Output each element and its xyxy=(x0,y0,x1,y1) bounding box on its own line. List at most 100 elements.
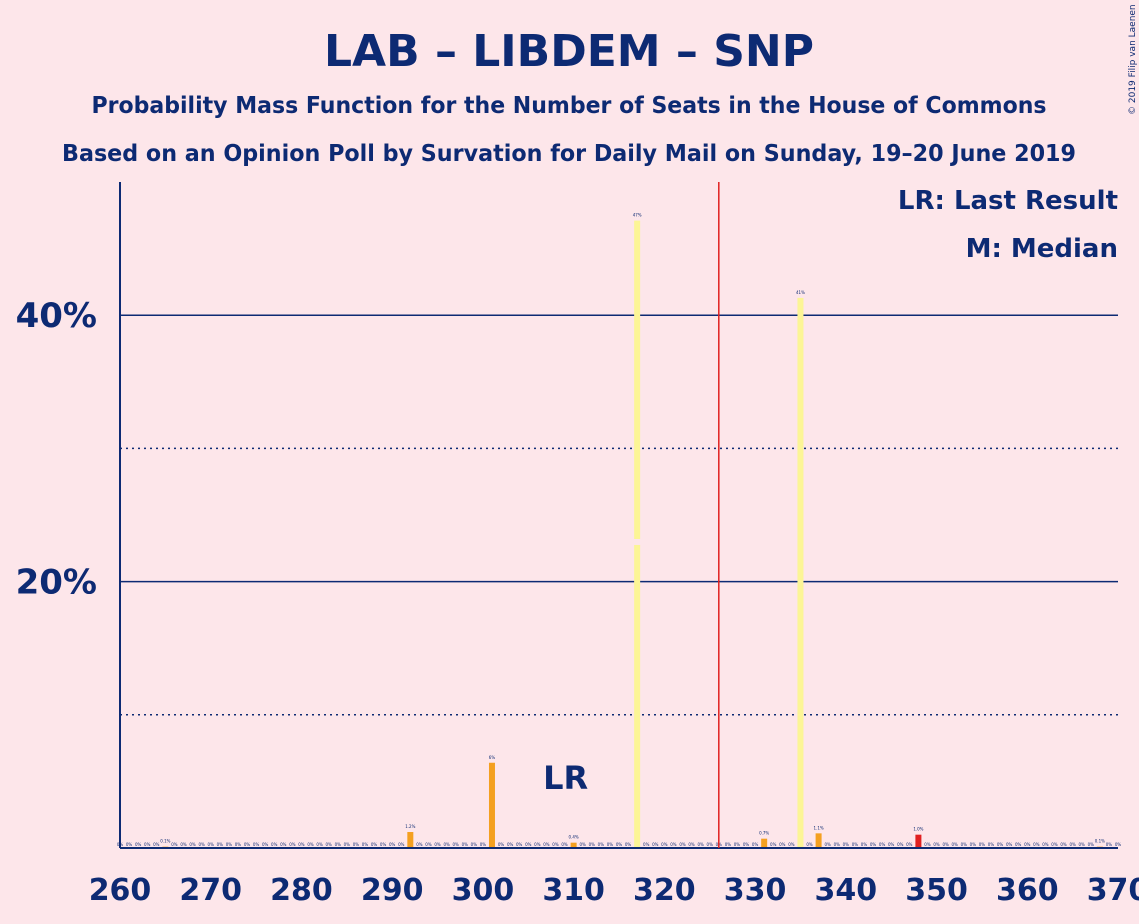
bar-label-seat-300: 0% xyxy=(480,842,487,847)
bar-label-seat-285: 0% xyxy=(344,842,351,847)
y-tick-label-20: 20% xyxy=(16,563,97,603)
bar-label-seat-297: 0% xyxy=(453,842,460,847)
bar-label-seat-270: 0% xyxy=(208,842,215,847)
bar-label-seat-362: 0% xyxy=(1042,842,1049,847)
bar-label-seat-283: 0% xyxy=(325,842,332,847)
bar-label-seat-358: 0% xyxy=(1006,842,1013,847)
x-axis-tick-labels: 260 270 280 290 300 310 320 330 340 350 360 370 xyxy=(89,873,1139,908)
bar-label-seat-298: 0% xyxy=(462,842,469,847)
bar-label-seat-370: 0% xyxy=(1115,842,1122,847)
bar-label-seat-352: 0% xyxy=(952,842,959,847)
bar-label-seat-317: 47% xyxy=(633,213,642,218)
bar-label-seat-345: 0% xyxy=(888,842,895,847)
x-tick-label-360: 360 xyxy=(996,873,1059,908)
bar-label-seat-340: 0% xyxy=(843,842,850,847)
bar-label-seat-369: 0% xyxy=(1106,842,1113,847)
bar-label-seat-286: 0% xyxy=(353,842,360,847)
bar-label-seat-354: 0% xyxy=(970,842,977,847)
bar-label-seat-353: 0% xyxy=(961,842,968,847)
bar-label-seat-359: 0% xyxy=(1015,842,1022,847)
bar-label-seat-364: 0% xyxy=(1060,842,1067,847)
bar-seat-310 xyxy=(570,842,577,848)
bar-label-seat-341: 0% xyxy=(852,842,859,847)
x-tick-label-260: 260 xyxy=(89,873,152,908)
bar-label-seat-323: 0% xyxy=(688,842,695,847)
bar-label-seat-332: 0% xyxy=(770,842,777,847)
bar-label-seat-351: 0% xyxy=(942,842,949,847)
bar-label-seat-261: 0% xyxy=(126,842,133,847)
bar-label-seat-357: 0% xyxy=(997,842,1004,847)
bar-label-seat-336: 0% xyxy=(806,842,813,847)
bar-label-seat-288: 0% xyxy=(371,842,378,847)
legend-last-result: LR: Last Result xyxy=(898,186,1118,216)
bar-label-seat-282: 0% xyxy=(316,842,323,847)
bar-seat-348 xyxy=(915,834,922,848)
bar-label-seat-271: 0% xyxy=(217,842,224,847)
bar-label-seat-267: 0% xyxy=(180,842,187,847)
bar-seat-317 xyxy=(634,220,641,849)
legend-median: M: Median xyxy=(966,234,1118,264)
bar-label-seat-265: 0.1% xyxy=(160,839,170,844)
bar-label-seat-347: 0% xyxy=(906,842,913,847)
bar-seat-331 xyxy=(761,838,768,848)
bar-labels-group: 0%0%0%0%0%0.1%0%0%0%0%0%0%0%0%0%0%0%0%0%… xyxy=(117,213,1122,847)
bar-label-seat-284: 0% xyxy=(335,842,342,847)
bar-label-seat-293: 0% xyxy=(416,842,423,847)
bar-label-seat-274: 0% xyxy=(244,842,251,847)
bar-label-seat-361: 0% xyxy=(1033,842,1040,847)
median-marker xyxy=(633,538,642,545)
bar-label-seat-368: 0.1% xyxy=(1095,839,1105,844)
bar-label-seat-311: 0% xyxy=(580,842,587,847)
y-tick-label-40: 40% xyxy=(16,296,97,336)
bar-label-seat-278: 0% xyxy=(280,842,287,847)
bar-label-seat-343: 0% xyxy=(870,842,877,847)
bar-label-seat-280: 0% xyxy=(298,842,305,847)
bar-label-seat-337: 1.1% xyxy=(814,825,824,830)
x-tick-label-340: 340 xyxy=(815,873,878,908)
bar-label-seat-321: 0% xyxy=(670,842,677,847)
bar-label-seat-268: 0% xyxy=(189,842,196,847)
x-tick-label-350: 350 xyxy=(905,873,968,908)
bar-label-seat-306: 0% xyxy=(534,842,541,847)
bar-label-seat-346: 0% xyxy=(897,842,904,847)
bar-label-seat-275: 0% xyxy=(253,842,260,847)
bar-label-seat-320: 0% xyxy=(661,842,668,847)
bar-label-seat-272: 0% xyxy=(226,842,233,847)
bar-label-seat-309: 0% xyxy=(561,842,568,847)
y-axis-tick-labels: 20% 40% xyxy=(16,296,97,602)
bar-label-seat-348: 1.0% xyxy=(913,827,923,832)
bar-label-seat-363: 0% xyxy=(1051,842,1058,847)
bar-label-seat-289: 0% xyxy=(380,842,387,847)
bar-label-seat-299: 0% xyxy=(471,842,478,847)
bar-label-seat-314: 0% xyxy=(607,842,614,847)
bar-label-seat-263: 0% xyxy=(144,842,151,847)
bar-label-seat-279: 0% xyxy=(289,842,296,847)
x-tick-label-280: 280 xyxy=(270,873,333,908)
bar-label-seat-356: 0% xyxy=(988,842,995,847)
bar-label-seat-330: 0% xyxy=(752,842,759,847)
bar-label-seat-312: 0% xyxy=(589,842,596,847)
bar-label-seat-304: 0% xyxy=(516,842,523,847)
bar-label-seat-310: 0.4% xyxy=(569,835,579,840)
bar-label-seat-262: 0% xyxy=(135,842,142,847)
bar-label-seat-366: 0% xyxy=(1079,842,1086,847)
x-tick-label-300: 300 xyxy=(452,873,515,908)
bar-label-seat-281: 0% xyxy=(307,842,314,847)
bar-seat-335 xyxy=(797,297,804,848)
bar-label-seat-339: 0% xyxy=(834,842,841,847)
bar-label-seat-307: 0% xyxy=(543,842,550,847)
bar-label-seat-342: 0% xyxy=(861,842,868,847)
bar-label-seat-295: 0% xyxy=(434,842,441,847)
bar-label-seat-287: 0% xyxy=(362,842,369,847)
bar-label-seat-264: 0% xyxy=(153,842,160,847)
bar-label-seat-360: 0% xyxy=(1024,842,1031,847)
bar-label-seat-344: 0% xyxy=(879,842,886,847)
bar-label-seat-273: 0% xyxy=(235,842,242,847)
bar-seat-337 xyxy=(815,833,822,848)
bar-label-seat-327: 0% xyxy=(725,842,732,847)
bar-label-seat-355: 0% xyxy=(979,842,986,847)
x-tick-label-310: 310 xyxy=(542,873,605,908)
bar-label-seat-333: 0% xyxy=(779,842,786,847)
bar-label-seat-328: 0% xyxy=(734,842,741,847)
